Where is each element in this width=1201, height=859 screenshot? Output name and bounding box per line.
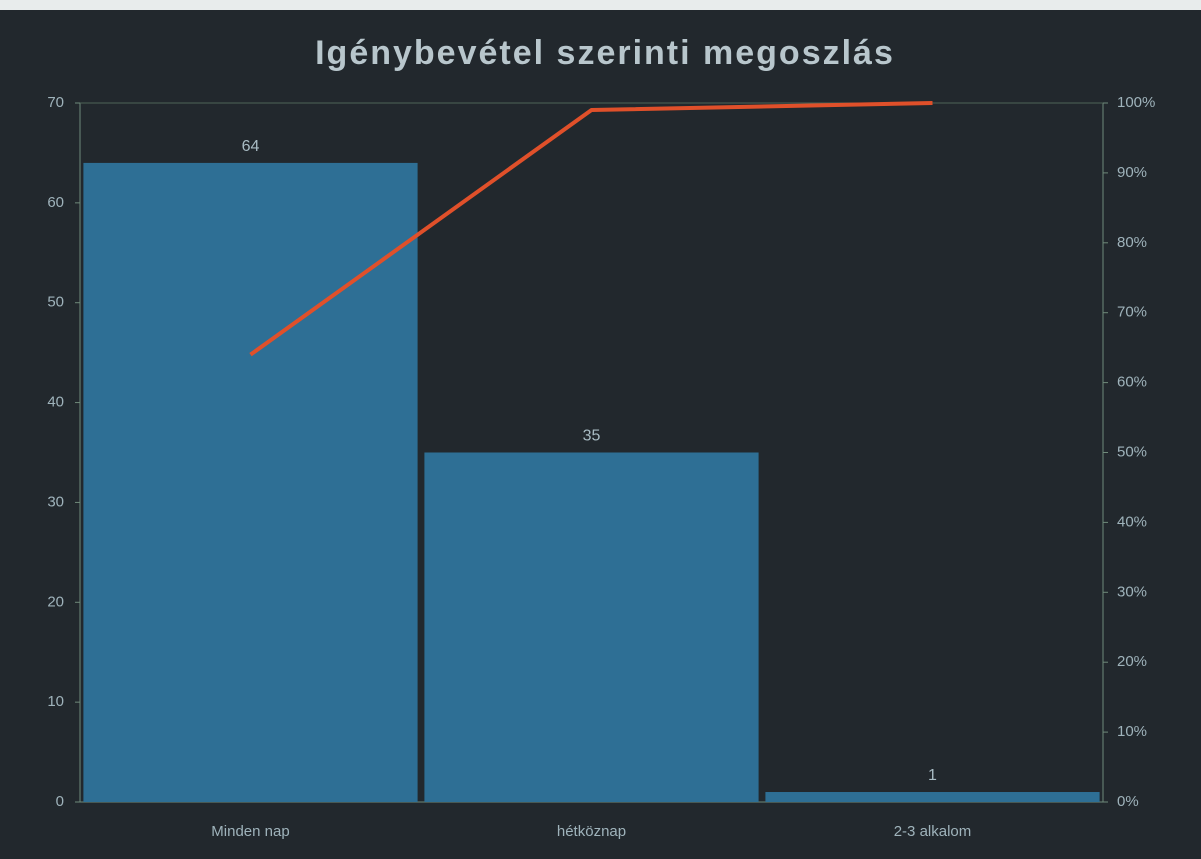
data-label: 1	[928, 767, 937, 784]
y-tick-label: 40	[47, 394, 64, 411]
data-label: 64	[242, 138, 260, 155]
data-label: 35	[583, 428, 601, 445]
y-tick-label: 20	[47, 593, 64, 610]
x-tick-label: Minden nap	[211, 823, 289, 840]
bar	[424, 452, 759, 802]
y2-tick-label: 80%	[1117, 234, 1147, 251]
y-tick-label: 70	[47, 94, 64, 111]
y2-tick-label: 70%	[1117, 304, 1147, 321]
chart-title: Igénybevétel szerinti megoszlás	[315, 34, 895, 72]
y2-tick-label: 30%	[1117, 583, 1147, 600]
x-tick-label: hétköznap	[557, 823, 626, 840]
top-border	[0, 0, 1201, 10]
y2-tick-label: 100%	[1117, 94, 1155, 111]
y2-tick-label: 50%	[1117, 443, 1147, 460]
y2-tick-label: 10%	[1117, 723, 1147, 740]
y2-tick-label: 40%	[1117, 513, 1147, 530]
y-tick-label: 10	[47, 693, 64, 710]
y-tick-label: 50	[47, 294, 64, 311]
x-tick-label: 2-3 alkalom	[894, 823, 972, 840]
y-tick-label: 0	[56, 793, 64, 810]
y2-tick-label: 60%	[1117, 374, 1147, 391]
bar	[83, 162, 418, 802]
y2-tick-label: 90%	[1117, 164, 1147, 181]
y2-tick-label: 20%	[1117, 653, 1147, 670]
y2-tick-label: 0%	[1117, 793, 1139, 810]
y-tick-label: 60	[47, 194, 64, 211]
bar	[765, 792, 1100, 802]
cumulative-line	[249, 101, 933, 357]
y-tick-label: 30	[47, 493, 64, 510]
